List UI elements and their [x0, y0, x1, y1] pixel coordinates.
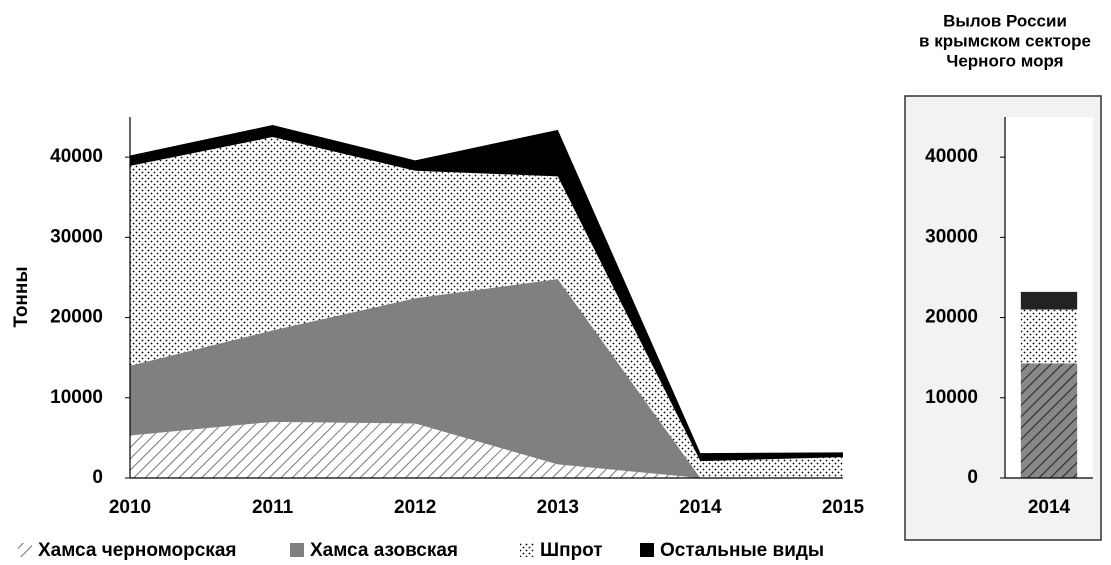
bar-segment — [1020, 363, 1078, 478]
x-tick-label: 2010 — [109, 497, 151, 518]
y-tick-label: 10000 — [50, 387, 103, 408]
y-tick-label: 0 — [92, 467, 103, 488]
legend-label: Остальные виды — [660, 540, 824, 561]
y-tick-label: 0 — [967, 467, 978, 488]
legend-label: Хамса азовская — [310, 540, 458, 561]
x-tick-label: 2012 — [394, 497, 436, 518]
area — [130, 125, 843, 462]
area — [130, 137, 843, 479]
area — [130, 279, 843, 478]
x-tick-label: 2014 — [1028, 497, 1071, 518]
legend-label: Шпрот — [540, 540, 603, 561]
bar-segment — [1020, 291, 1078, 310]
y-tick-label: 40000 — [50, 146, 103, 167]
chart-title: Вылов России — [943, 11, 1067, 30]
chart-title: в крымском секторе — [919, 31, 1091, 50]
area — [130, 421, 843, 478]
bar-segment — [1020, 309, 1078, 364]
x-tick-label: 2015 — [822, 497, 865, 518]
legend-swatch — [18, 543, 32, 557]
y-tick-label: 20000 — [925, 307, 978, 328]
y-tick-label: 20000 — [50, 307, 103, 328]
chart-title: Черного моря — [946, 51, 1063, 70]
y-tick-label: 40000 — [925, 146, 978, 167]
y-tick-label: 30000 — [50, 226, 103, 247]
x-tick-label: 2014 — [679, 497, 722, 518]
y-tick-label: 10000 — [925, 387, 978, 408]
x-tick-label: 2013 — [537, 497, 579, 518]
y-axis-label: Тонны — [11, 266, 32, 327]
legend-swatch — [520, 543, 534, 557]
y-tick-label: 30000 — [925, 226, 978, 247]
legend-swatch — [640, 543, 654, 557]
legend-swatch — [290, 543, 304, 557]
legend-label: Хамса черноморская — [38, 540, 236, 561]
x-tick-label: 2011 — [252, 497, 294, 518]
